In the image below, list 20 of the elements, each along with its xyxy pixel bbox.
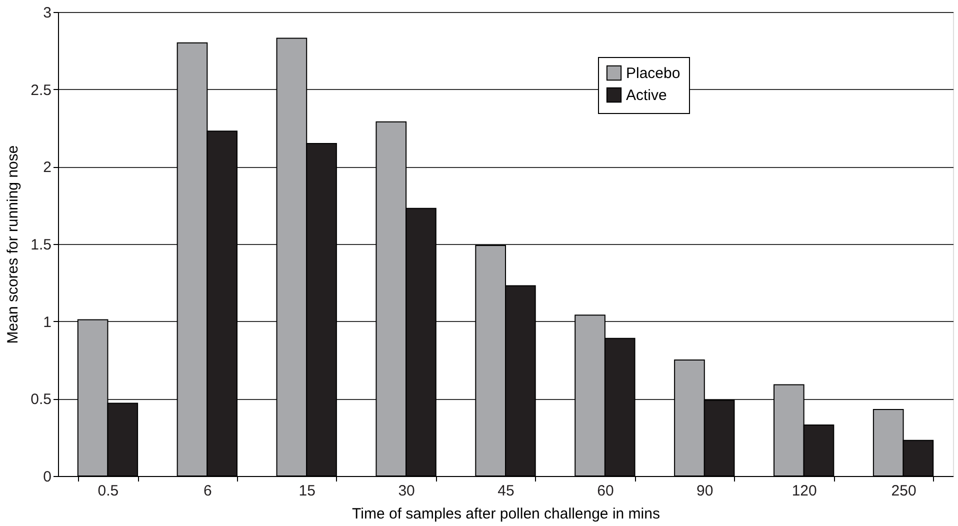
y-tick-label: 2: [43, 159, 52, 176]
y-tick-label: 1: [43, 314, 52, 331]
x-tick-label: 6: [203, 482, 212, 500]
y-axis-title: Mean scores for running nose: [4, 145, 22, 344]
y-tick-label: 2.5: [30, 82, 52, 99]
x-axis-title: Time of samples after pollen challenge in mins: [352, 506, 660, 522]
y-tick-label: 1.5: [30, 236, 52, 254]
x-tick-label: 0.5: [98, 482, 119, 500]
y-tick-label: 0: [43, 468, 52, 486]
y-tick-label: 3: [43, 4, 52, 22]
y-tick-label: 0.5: [30, 391, 52, 408]
legend-label: Active: [626, 87, 667, 104]
x-tick-label: 30: [398, 482, 415, 500]
x-tick-label: 90: [696, 482, 714, 500]
x-tick-label: 45: [498, 482, 514, 500]
x-tick-label: 250: [891, 482, 916, 500]
x-tick-label: 60: [597, 482, 614, 500]
x-tick-label: 15: [298, 482, 316, 500]
legend-label: Placebo: [626, 65, 680, 82]
x-tick-label: 120: [792, 482, 817, 500]
